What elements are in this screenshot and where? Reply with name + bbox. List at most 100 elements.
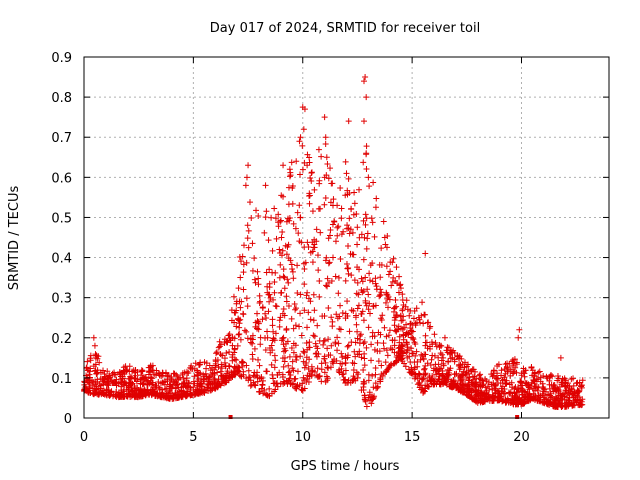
data-point (249, 332, 256, 339)
peak-point (321, 174, 328, 181)
data-point (86, 385, 93, 392)
data-point (509, 358, 516, 365)
data-point (540, 385, 547, 392)
data-point (263, 208, 270, 215)
data-point (449, 380, 456, 387)
data-point (194, 387, 201, 394)
data-point (427, 378, 434, 385)
data-point (335, 340, 342, 347)
data-point (578, 384, 585, 391)
plot-frame (83, 56, 610, 419)
data-point (369, 333, 376, 340)
data-point (381, 345, 388, 352)
data-point (488, 371, 495, 378)
data-point (364, 235, 371, 242)
data-point (279, 374, 286, 381)
data-point (346, 328, 353, 335)
data-point (85, 367, 92, 374)
data-point (355, 302, 362, 309)
data-point (303, 292, 310, 299)
data-point (337, 184, 344, 191)
data-point (203, 365, 210, 372)
data-point (338, 215, 345, 222)
data-point (283, 298, 290, 305)
data-point (339, 309, 346, 316)
data-point (279, 310, 286, 317)
data-point (194, 382, 201, 389)
data-point (292, 353, 299, 360)
peak-point (345, 118, 352, 125)
data-point (325, 279, 332, 286)
data-point (269, 371, 276, 378)
data-point (286, 353, 293, 360)
peak-point (216, 338, 223, 345)
data-point (437, 350, 444, 357)
data-point (406, 312, 413, 319)
peak-point (91, 342, 98, 349)
data-point (308, 169, 315, 176)
peak-point (361, 78, 367, 85)
data-point (163, 393, 170, 400)
data-point (504, 367, 511, 374)
data-point (473, 375, 480, 382)
data-point (254, 369, 261, 376)
data-point (220, 376, 227, 383)
data-point (354, 305, 361, 312)
data-point (498, 367, 505, 374)
data-point (484, 395, 491, 402)
data-point (280, 341, 287, 348)
data-point (212, 364, 219, 371)
data-point (386, 296, 393, 303)
data-point (235, 285, 242, 292)
data-point (344, 312, 351, 319)
data-point (335, 223, 342, 230)
peak-point (304, 162, 311, 169)
data-point (507, 366, 514, 373)
data-point (330, 358, 337, 365)
data-point (360, 340, 367, 347)
data-point (392, 327, 399, 334)
data-point (223, 372, 230, 379)
data-point (566, 391, 573, 398)
data-point (332, 273, 339, 280)
peak-point (280, 162, 287, 169)
data-point (372, 280, 379, 287)
data-point (436, 370, 443, 377)
data-point (86, 377, 93, 384)
data-point (483, 394, 490, 401)
peak-point (365, 174, 372, 181)
data-point (261, 229, 268, 236)
data-point (436, 380, 443, 387)
data-point (100, 376, 107, 383)
data-point (345, 270, 352, 277)
data-point (254, 378, 261, 385)
data-point (301, 244, 308, 251)
data-point (282, 242, 289, 249)
data-point (309, 367, 316, 374)
data-point (233, 300, 240, 307)
data-point (266, 385, 273, 392)
data-point (309, 248, 316, 255)
data-point (555, 375, 562, 382)
data-point (93, 386, 100, 393)
data-point (377, 292, 384, 299)
y-tick-label: 0.1 (51, 372, 72, 387)
data-point (366, 389, 373, 396)
data-point (383, 369, 390, 376)
data-point (392, 296, 399, 303)
data-point (292, 225, 299, 232)
data-point (345, 352, 352, 359)
data-point (241, 242, 248, 249)
data-point (579, 377, 586, 384)
data-point (195, 369, 202, 376)
data-point (254, 310, 261, 317)
data-point (345, 342, 352, 349)
data-point (364, 286, 371, 293)
data-point (362, 274, 369, 281)
data-point (172, 385, 179, 392)
data-point (271, 205, 278, 212)
data-point (173, 380, 180, 387)
data-point (355, 371, 362, 378)
data-point (104, 368, 111, 375)
data-point (378, 289, 385, 296)
